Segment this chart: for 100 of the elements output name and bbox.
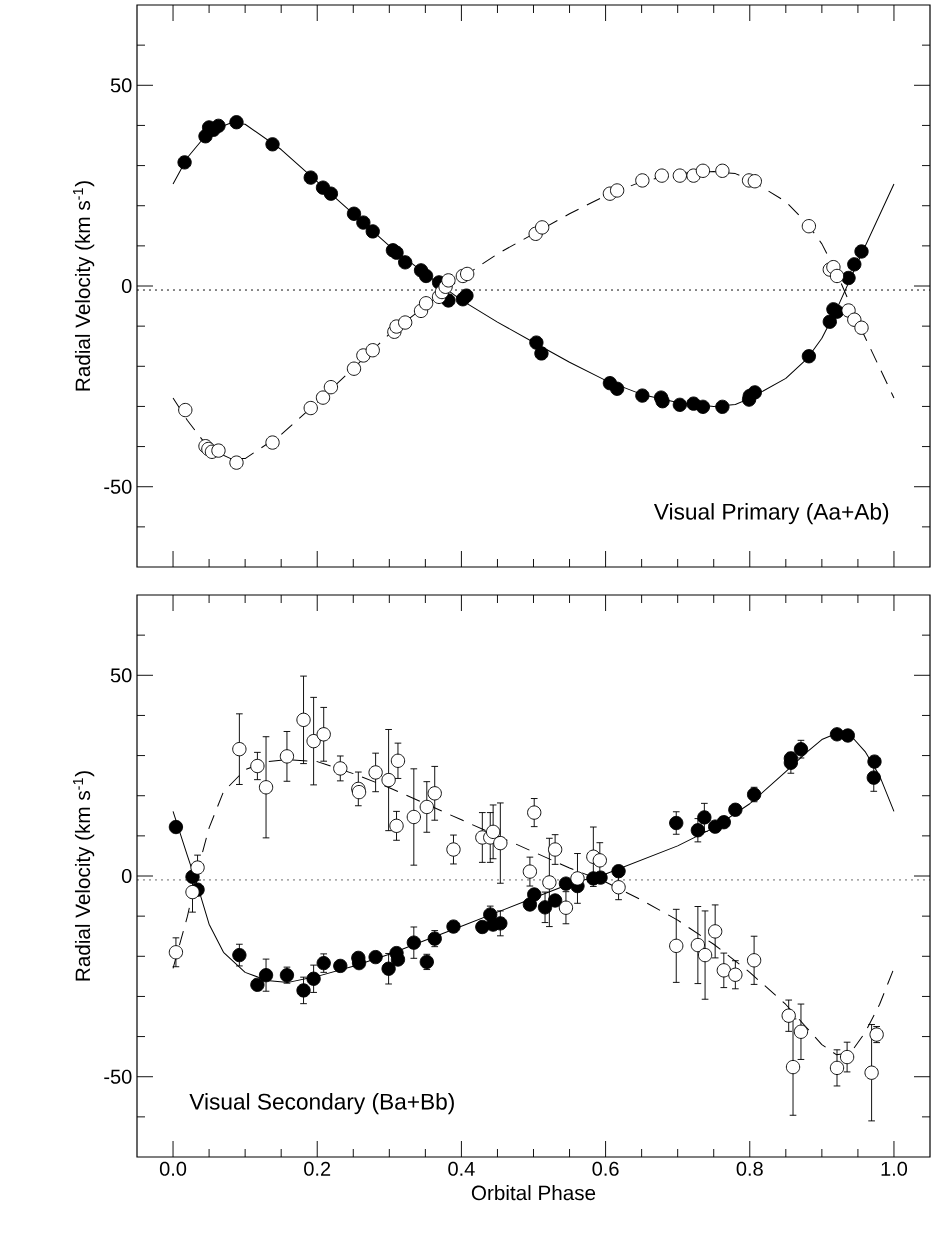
point [190, 860, 205, 875]
point [672, 397, 687, 412]
point [854, 244, 869, 259]
point [864, 1065, 879, 1080]
point [493, 835, 508, 851]
y-tick-label: 50 [110, 668, 132, 683]
point [728, 802, 743, 817]
point [672, 168, 687, 183]
point [522, 864, 538, 879]
point [346, 361, 362, 376]
point [635, 173, 650, 188]
point [258, 968, 274, 983]
point [229, 115, 244, 130]
point [323, 186, 339, 201]
point [323, 380, 339, 395]
point [185, 884, 200, 900]
point [406, 935, 421, 950]
point [315, 390, 331, 405]
point [398, 315, 413, 330]
point [368, 765, 383, 780]
point [381, 772, 396, 788]
point [746, 953, 762, 968]
point [303, 400, 318, 416]
point [547, 842, 563, 857]
point [265, 137, 280, 152]
point [365, 224, 380, 239]
point [535, 220, 550, 235]
point [177, 155, 192, 170]
point [333, 958, 348, 974]
point [728, 967, 743, 982]
point [801, 349, 817, 364]
point [866, 770, 881, 785]
point [427, 786, 442, 801]
point [168, 819, 184, 835]
point [695, 399, 711, 414]
point [346, 206, 362, 221]
point [669, 815, 684, 831]
x-tick-label: 0.2 [304, 1161, 331, 1176]
point [419, 954, 434, 970]
point [333, 761, 348, 776]
point [669, 938, 684, 953]
x-tick-label: 0.6 [592, 1161, 619, 1176]
point [570, 871, 585, 886]
point [296, 983, 311, 998]
annotation: Visual Primary (Aa+Ab) [653, 503, 889, 525]
point [747, 385, 762, 400]
point [829, 268, 845, 284]
point [715, 163, 730, 178]
point [592, 853, 607, 868]
point [306, 971, 321, 986]
y-axis-title: Radial Velocity (km s$^{-1}$) [73, 181, 95, 391]
point [609, 183, 625, 198]
y-tick-label: 0 [121, 868, 132, 884]
point [534, 346, 549, 361]
y-axis-title: Radial Velocity (km s$^{-1}$) [73, 771, 95, 981]
point [854, 320, 869, 335]
point [381, 961, 396, 976]
y-tick-label: -50 [104, 1069, 132, 1084]
point [542, 875, 557, 890]
point [250, 758, 265, 774]
point [419, 799, 434, 815]
point [356, 215, 371, 230]
point [365, 343, 380, 358]
point [697, 810, 712, 825]
point [829, 1060, 845, 1076]
point [265, 435, 280, 450]
point [258, 780, 274, 795]
point [446, 842, 461, 857]
x-tick-label: 0.0 [159, 1161, 187, 1176]
y-tick-label: 50 [110, 78, 132, 93]
point [296, 712, 311, 727]
point [611, 864, 626, 879]
point [459, 288, 474, 303]
x-tick-label: 0.4 [448, 1161, 475, 1176]
annotation: Visual Secondary (Ba+Bb) [189, 1093, 454, 1115]
point [655, 394, 670, 409]
point [847, 257, 862, 272]
point [822, 314, 837, 329]
point [316, 727, 331, 742]
point [389, 245, 404, 260]
point [460, 266, 475, 282]
point [839, 1049, 855, 1065]
point [527, 805, 542, 820]
point [446, 919, 461, 934]
point [441, 273, 456, 288]
point [781, 1008, 796, 1023]
point [793, 742, 809, 757]
point [390, 753, 406, 768]
point [611, 880, 626, 895]
point [178, 402, 193, 418]
point [609, 381, 625, 396]
y-tick-label: -50 [104, 479, 132, 494]
x-tick-label: 0.8 [736, 1161, 763, 1176]
point [635, 388, 650, 403]
point [747, 174, 762, 189]
point [867, 754, 882, 769]
point [840, 728, 855, 743]
point [418, 296, 434, 311]
point [418, 268, 434, 284]
point [697, 947, 713, 963]
